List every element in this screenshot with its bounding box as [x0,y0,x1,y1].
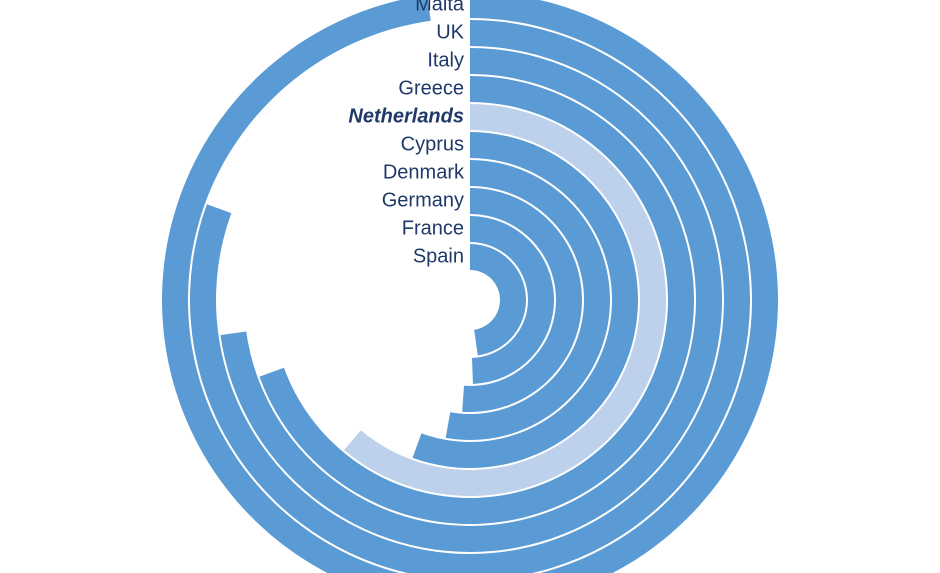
label-netherlands: Netherlands [348,105,464,127]
label-denmark: Denmark [383,161,465,183]
radial-bar-chart: Spain France Germany Denmark Cyprus Netherlan… [0,0,940,573]
label-cyprus: Cyprus [401,133,464,155]
label-germany: Germany [382,189,464,211]
label-spain: Spain [413,245,464,267]
label-malta: Malta [415,0,465,15]
label-uk: UK [436,21,464,43]
label-italy: Italy [427,49,464,71]
label-greece: Greece [398,77,464,99]
label-france: France [402,217,464,239]
